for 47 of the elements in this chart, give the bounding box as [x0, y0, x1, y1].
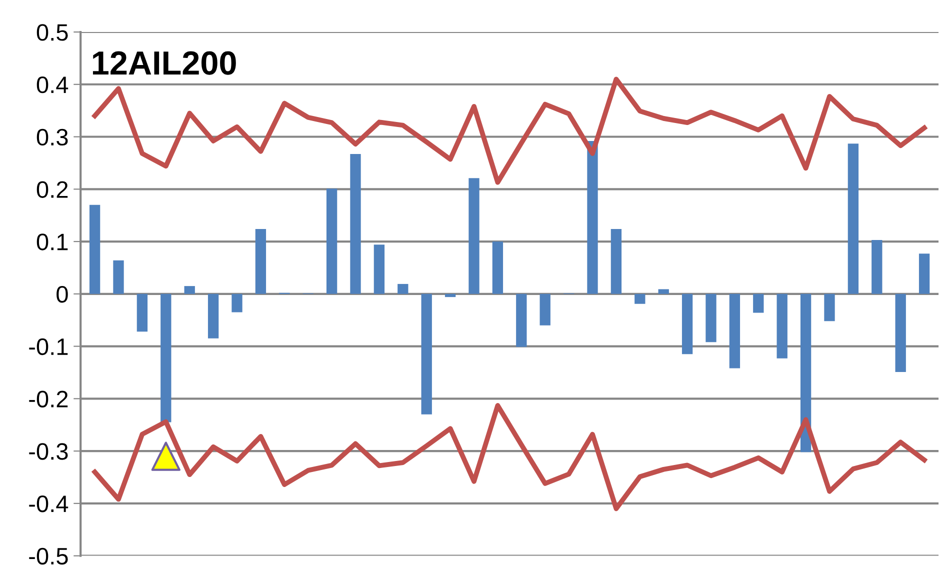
line-series	[92, 403, 927, 512]
bar	[753, 294, 764, 313]
bar	[326, 188, 338, 294]
bar	[587, 140, 598, 294]
bar	[848, 144, 859, 294]
bar	[706, 294, 716, 342]
bar	[136, 294, 148, 332]
bar	[800, 294, 812, 452]
y-tick-label: 0.3	[36, 128, 68, 146]
y-tick-label: 0.5	[36, 24, 68, 41]
y-tick-label: -0.5	[29, 548, 68, 565]
bar	[658, 289, 669, 294]
bar	[255, 228, 266, 294]
y-tick-label: -0.2	[29, 390, 68, 408]
bar	[421, 294, 432, 414]
chart-title: 12AIL200	[92, 51, 236, 75]
bar	[350, 154, 361, 294]
bar	[610, 228, 622, 294]
y-tick-label: 0	[56, 286, 68, 303]
bar	[540, 294, 550, 326]
bar	[729, 294, 740, 368]
line-series	[92, 76, 927, 185]
bar	[895, 294, 906, 372]
y-tick-label: -0.4	[29, 496, 68, 512]
y-tick-label: -0.3	[29, 443, 68, 460]
bar	[374, 244, 385, 294]
bar	[682, 294, 693, 354]
bar	[208, 294, 219, 338]
bar	[918, 254, 930, 294]
bar	[232, 294, 242, 312]
bar	[824, 294, 835, 322]
bar	[872, 240, 882, 294]
y-tick-label: 0.4	[36, 76, 68, 94]
bar	[634, 294, 646, 304]
bar	[184, 286, 195, 294]
y-tick-label: 0.1	[36, 234, 68, 250]
y-tick-label: 0.2	[36, 181, 68, 198]
y-tick-label: -0.1	[29, 338, 68, 356]
bar	[492, 242, 504, 294]
bar	[516, 294, 527, 347]
bar	[468, 178, 480, 294]
bar	[89, 204, 100, 294]
bar	[113, 260, 124, 294]
bar	[160, 294, 172, 422]
bar	[776, 294, 788, 358]
bar	[444, 294, 456, 298]
bar	[398, 284, 408, 294]
